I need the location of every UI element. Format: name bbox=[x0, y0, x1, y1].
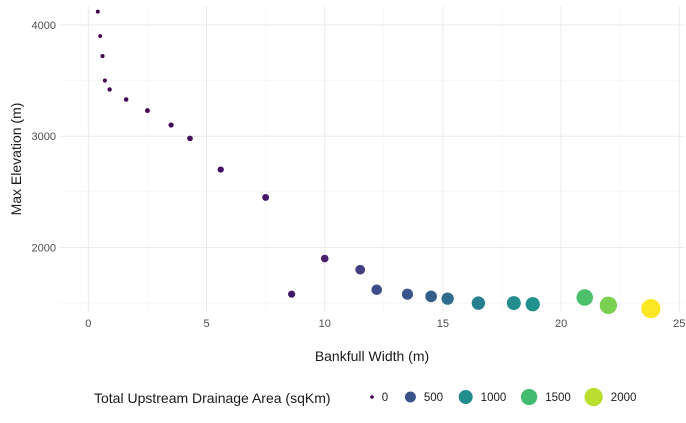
data-point bbox=[355, 264, 366, 275]
legend-entry: 1500 bbox=[520, 388, 571, 406]
legend-key bbox=[584, 387, 603, 407]
x-tick-label: 15 bbox=[437, 318, 449, 330]
data-point bbox=[641, 299, 661, 319]
data-point bbox=[288, 290, 296, 298]
data-point bbox=[168, 122, 174, 128]
data-point bbox=[98, 34, 103, 39]
x-tick-label: 10 bbox=[319, 318, 331, 330]
data-point bbox=[506, 296, 521, 311]
x-axis-ticks: 0 5 10 15 20 25 bbox=[85, 318, 685, 330]
legend-key bbox=[404, 391, 416, 403]
legend-title: Total Upstream Drainage Area (sqKm) bbox=[94, 390, 331, 406]
legend-label: 0 bbox=[382, 392, 388, 404]
legend-key bbox=[370, 395, 374, 399]
legend: Total Upstream Drainage Area (sqKm) 0 500… bbox=[94, 387, 637, 407]
y-axis-title: Max Elevation (m) bbox=[8, 103, 24, 216]
data-point bbox=[471, 296, 486, 310]
x-axis-title: Bankfull Width (m) bbox=[315, 348, 429, 364]
legend-entry: 1000 bbox=[458, 390, 507, 404]
x-tick-label: 25 bbox=[673, 318, 685, 330]
legend-entry: 500 bbox=[404, 391, 443, 404]
y-tick-label: 4000 bbox=[32, 20, 56, 32]
grid-lines bbox=[60, 6, 684, 312]
data-point bbox=[576, 289, 594, 306]
legend-label: 2000 bbox=[611, 392, 637, 404]
data-point bbox=[599, 296, 618, 315]
legend-entry: 0 bbox=[370, 392, 388, 404]
y-tick-label: 2000 bbox=[32, 242, 56, 254]
data-point bbox=[102, 78, 107, 83]
legend-key bbox=[458, 390, 473, 404]
data-point bbox=[217, 166, 224, 173]
data-point bbox=[525, 297, 540, 312]
legend-entry: 2000 bbox=[584, 387, 637, 407]
x-tick-label: 0 bbox=[85, 318, 91, 330]
data-point bbox=[441, 292, 454, 305]
data-point bbox=[262, 193, 270, 201]
legend-label: 1500 bbox=[545, 392, 571, 404]
data-point bbox=[123, 97, 129, 102]
legend-key bbox=[520, 388, 538, 406]
data-point bbox=[100, 54, 105, 59]
data-point bbox=[371, 284, 383, 296]
legend-label: 500 bbox=[424, 392, 443, 404]
y-tick-label: 3000 bbox=[32, 131, 56, 143]
x-tick-label: 20 bbox=[555, 318, 567, 330]
legend-label: 1000 bbox=[481, 392, 507, 404]
data-point bbox=[107, 87, 112, 92]
data-point bbox=[401, 288, 414, 300]
data-point bbox=[187, 135, 193, 142]
data-point bbox=[145, 108, 150, 114]
data-point bbox=[320, 254, 329, 263]
data-point bbox=[95, 9, 100, 14]
x-tick-label: 5 bbox=[203, 318, 209, 330]
data-point bbox=[425, 290, 437, 303]
y-axis-ticks: 2000 3000 4000 bbox=[32, 20, 56, 255]
data-points bbox=[95, 9, 661, 319]
